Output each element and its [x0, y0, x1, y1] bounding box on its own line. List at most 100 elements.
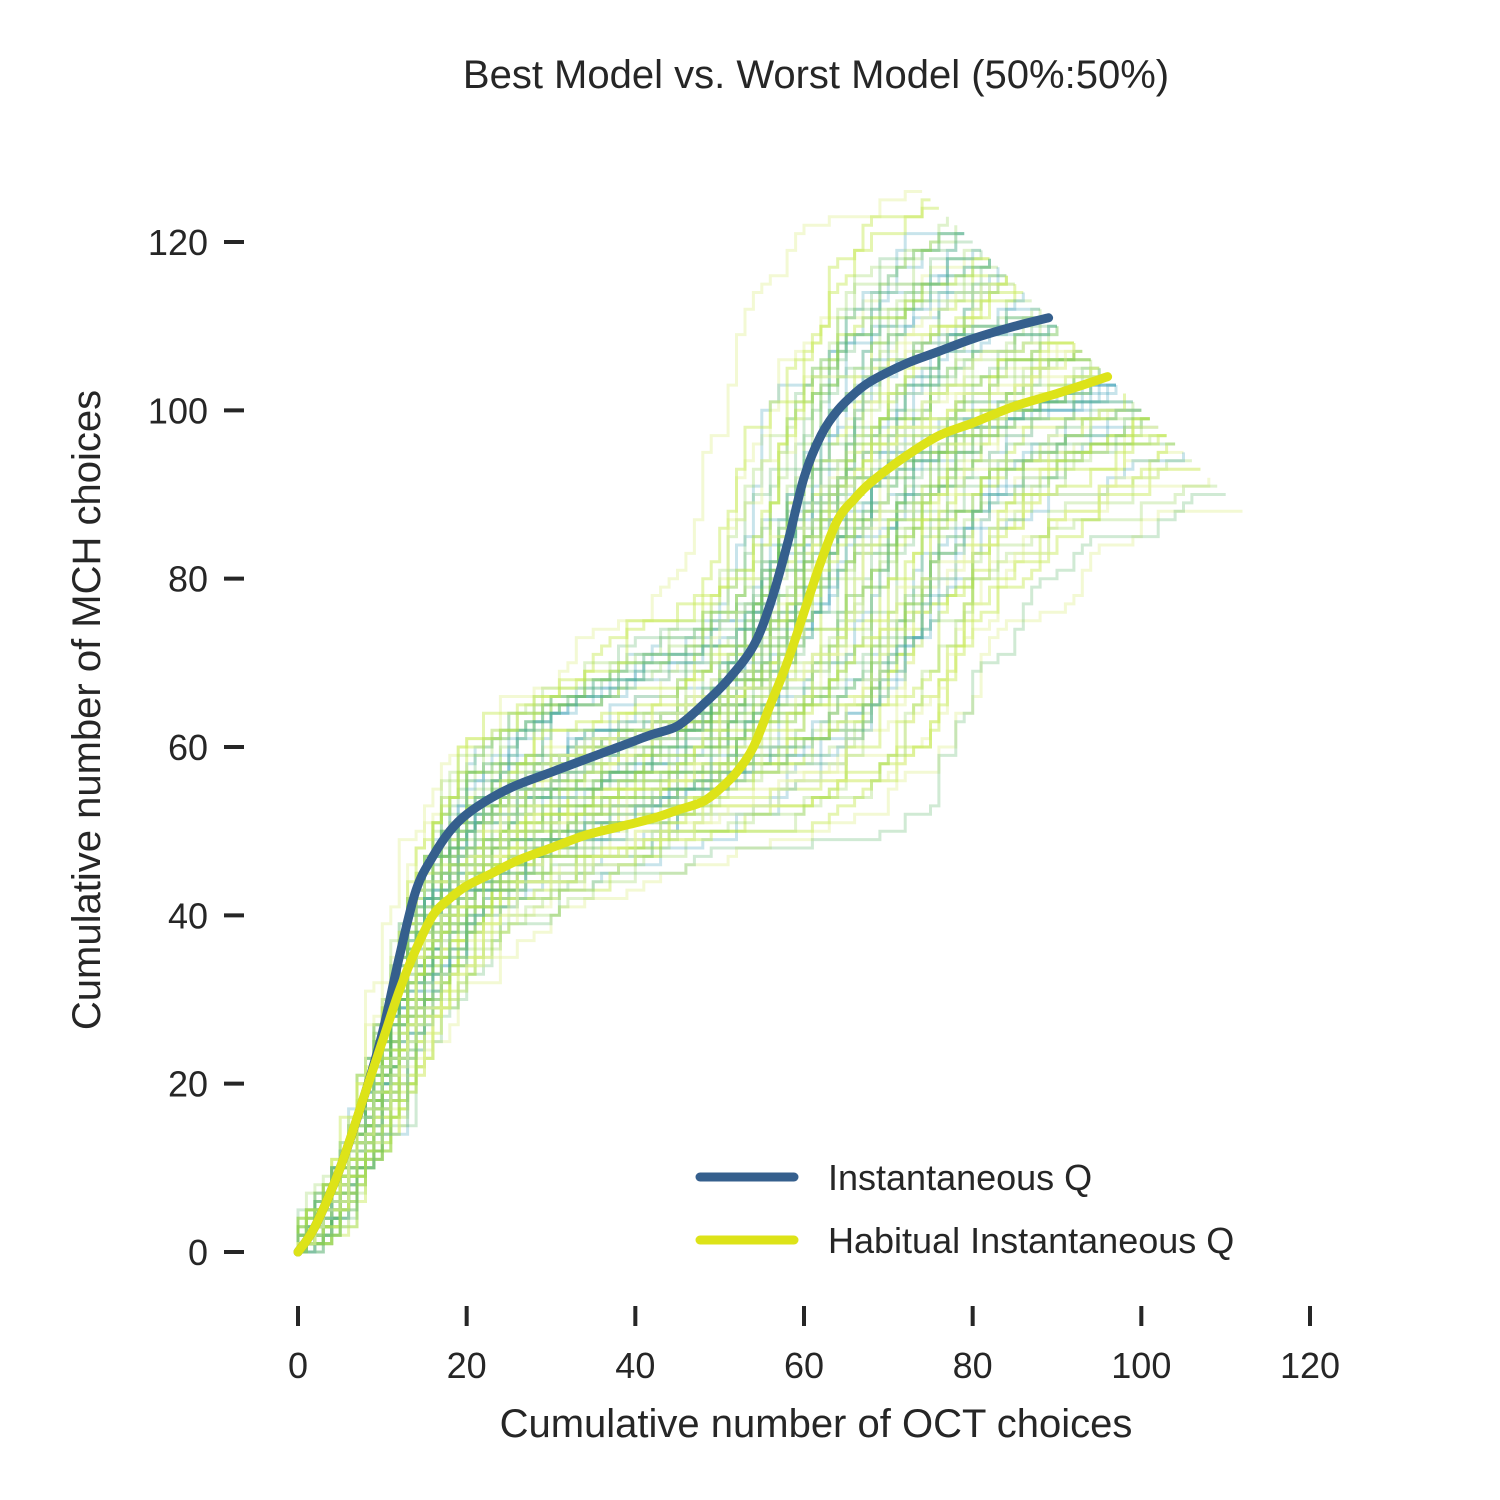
simulation-trace: [296, 299, 1032, 1252]
simulation-trace: [298, 450, 1184, 1254]
simulation-traces: [296, 190, 1243, 1254]
simulation-trace: [296, 309, 1042, 1252]
simulation-trace: [298, 408, 1142, 1254]
simulation-trace: [296, 434, 1167, 1252]
simulation-trace: [296, 274, 1007, 1252]
simulation-trace: [298, 240, 973, 1254]
y-tick-label: 80: [168, 559, 208, 600]
simulation-trace: [298, 408, 1142, 1254]
simulation-trace: [298, 417, 1150, 1254]
y-tick-label: 40: [168, 895, 208, 936]
y-tick-label: 100: [148, 390, 208, 431]
series-lines: [293, 313, 1113, 1257]
simulation-trace: [296, 258, 991, 1252]
simulation-trace: [296, 408, 1142, 1252]
simulation-trace: [296, 291, 1024, 1252]
simulation-trace: [298, 198, 931, 1254]
simulation-trace: [296, 232, 965, 1252]
simulation-trace: [296, 459, 1192, 1252]
simulation-trace: [296, 349, 1083, 1252]
simulation-trace: [296, 292, 1025, 1252]
simulation-trace: [298, 383, 1116, 1254]
simulation-trace: [298, 408, 1142, 1254]
chart-title: Best Model vs. Worst Model (50%:50%): [463, 53, 1169, 97]
simulation-trace: [298, 324, 1057, 1254]
simulation-trace: [298, 343, 1076, 1254]
simulation-trace: [298, 467, 1201, 1254]
simulation-trace: [298, 434, 1167, 1254]
simulation-trace: [296, 349, 1083, 1252]
simulation-trace: [296, 225, 958, 1252]
simulation-trace: [296, 434, 1167, 1252]
y-tick-label: 120: [148, 222, 208, 263]
simulation-trace: [298, 275, 1008, 1254]
simulation-trace: [296, 275, 1008, 1252]
simulation-trace: [298, 425, 1159, 1254]
simulation-trace: [298, 417, 1150, 1254]
simulation-trace: [296, 417, 1150, 1252]
simulation-trace: [296, 383, 1116, 1252]
simulation-trace: [296, 368, 1101, 1252]
simulation-trace: [296, 477, 1211, 1252]
simulation-trace: [296, 326, 1059, 1252]
series-line-instantaneous-q: [293, 313, 1054, 1257]
x-tick-label: 0: [288, 1345, 308, 1386]
y-tick-label: 0: [188, 1232, 208, 1273]
simulation-trace: [298, 383, 1116, 1254]
simulation-trace: [298, 425, 1159, 1254]
series-line-habitual-instantaneous-q: [293, 372, 1113, 1257]
simulation-trace: [296, 341, 1074, 1252]
simulation-trace: [298, 275, 1008, 1254]
x-tick-label: 40: [615, 1345, 655, 1386]
x-tick-label: 20: [447, 1345, 487, 1386]
x-tick-label: 100: [1111, 1345, 1171, 1386]
simulation-trace: [296, 509, 1243, 1252]
y-tick-label: 20: [168, 1064, 208, 1105]
simulation-trace: [296, 366, 1100, 1252]
simulation-trace: [296, 267, 1000, 1252]
simulation-trace: [298, 366, 1100, 1254]
simulation-trace: [296, 326, 1059, 1252]
simulation-trace: [296, 216, 949, 1252]
legend-label: Instantaneous Q: [828, 1157, 1092, 1198]
simulation-trace: [296, 250, 983, 1252]
y-tick-label: 60: [168, 727, 208, 768]
simulation-trace: [296, 400, 1133, 1252]
simulation-trace: [296, 358, 1091, 1252]
simulation-trace: [298, 425, 1159, 1254]
simulation-trace: [298, 316, 1049, 1254]
simulation-trace: [296, 258, 991, 1252]
simulation-trace: [298, 190, 923, 1254]
legend: Instantaneous Q Habitual Instantaneous Q: [695, 1157, 1234, 1261]
simulation-trace: [296, 316, 1049, 1252]
simulation-trace: [296, 385, 1118, 1252]
x-tick-label: 120: [1280, 1345, 1340, 1386]
simulation-trace: [298, 349, 1083, 1254]
simulation-trace: [298, 383, 1116, 1254]
simulation-trace: [296, 265, 998, 1252]
simulation-trace: [298, 366, 1100, 1254]
simulation-trace: [298, 248, 982, 1254]
simulation-trace: [296, 341, 1074, 1252]
simulation-trace: [296, 282, 1015, 1252]
simulation-trace: [296, 257, 990, 1252]
x-tick-label: 60: [784, 1345, 824, 1386]
simulation-trace: [298, 282, 1015, 1254]
simulation-trace: [296, 368, 1101, 1252]
simulation-trace: [298, 343, 1076, 1254]
simulation-trace: [296, 366, 1100, 1252]
simulation-trace: [296, 324, 1057, 1252]
x-axis-label: Cumulative number of OCT choices: [500, 1402, 1133, 1446]
simulation-trace: [296, 442, 1176, 1252]
simulation-trace: [296, 284, 1017, 1252]
simulation-trace: [298, 401, 1135, 1254]
simulation-trace: [296, 467, 1201, 1252]
legend-label: Habitual Instantaneous Q: [828, 1220, 1234, 1261]
simulation-trace: [298, 358, 1091, 1254]
x-axis: 0 20 40 60 80 100 120: [288, 1306, 1340, 1386]
simulation-trace: [296, 206, 939, 1252]
simulation-trace: [296, 274, 1007, 1252]
x-tick-label: 80: [953, 1345, 993, 1386]
simulation-trace: [298, 341, 1074, 1254]
